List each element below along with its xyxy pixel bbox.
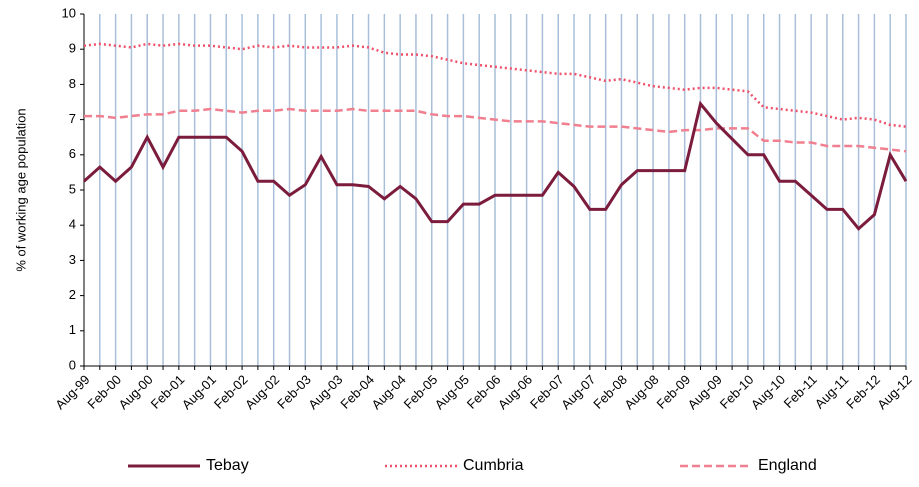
x-tick-label: Feb-01 [148, 372, 188, 412]
x-tick-label: Aug-09 [685, 372, 725, 412]
y-tick-label: 7 [69, 111, 76, 126]
x-tick-label: Aug-11 [812, 372, 852, 412]
y-tick-label: 2 [69, 287, 76, 302]
x-tick-label: Aug-12 [874, 372, 914, 412]
series-line [83, 42, 907, 128]
x-tick-label: Feb-07 [527, 372, 567, 412]
x-tick-label: Feb-10 [717, 372, 757, 412]
x-tick-label: Feb-08 [590, 372, 630, 412]
y-tick-label: 0 [69, 357, 76, 372]
x-tick-label: Feb-00 [84, 372, 124, 412]
x-tick-label: Aug-99 [52, 372, 92, 412]
y-tick-label: 4 [69, 217, 76, 232]
y-tick-label: 1 [69, 322, 76, 337]
x-tick-label: Aug-04 [368, 372, 408, 412]
series-line [83, 100, 908, 231]
x-tick-label: Feb-06 [464, 372, 504, 412]
x-tick-label: Aug-02 [242, 372, 282, 412]
y-tick-label: 9 [69, 41, 76, 56]
x-tick-label: Aug-06 [495, 372, 535, 412]
x-tick-label: Feb-05 [401, 372, 441, 412]
x-tick-label: Aug-07 [558, 372, 598, 412]
x-tick-label: Feb-04 [337, 372, 377, 412]
x-tick-label: Aug-05 [432, 372, 472, 412]
y-tick-label: 6 [69, 146, 76, 161]
y-tick-label: 10 [62, 5, 76, 20]
y-tick-label: 3 [69, 252, 76, 267]
x-tick-label: Feb-12 [843, 372, 883, 412]
x-tick-label: Aug-03 [305, 372, 345, 412]
x-tick-label: Aug-10 [748, 372, 788, 412]
y-tick-label: 8 [69, 76, 76, 91]
x-tick-label: Aug-01 [179, 372, 219, 412]
y-axis-label: % of working age population [13, 108, 28, 271]
y-tick-label: 5 [69, 181, 76, 196]
legend-label: Tebay [206, 457, 249, 474]
series-line [84, 107, 907, 153]
legend-label: England [758, 457, 817, 474]
x-tick-label: Aug-08 [621, 372, 661, 412]
x-tick-label: Feb-09 [654, 372, 694, 412]
legend-label: Cumbria [463, 457, 524, 474]
x-tick-label: Aug-00 [116, 372, 156, 412]
x-tick-label: Feb-03 [274, 372, 314, 412]
x-tick-label: Feb-11 [781, 372, 820, 411]
x-tick-label: Feb-02 [211, 372, 251, 412]
